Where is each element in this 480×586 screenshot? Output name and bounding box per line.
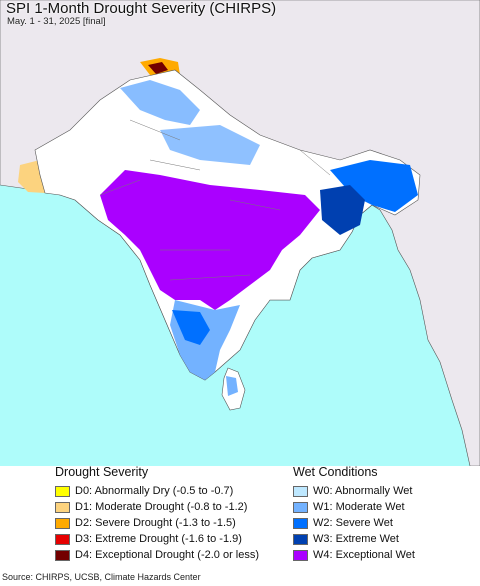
legend-swatch-w0 (293, 485, 308, 497)
source-credit: Source: CHIRPS, UCSB, Climate Hazards Ce… (2, 572, 201, 582)
legend-label-w0: W0: Abnormally Wet (313, 485, 413, 497)
legend-item-d3: D3: Extreme Drought (-1.6 to -1.9) (55, 532, 242, 546)
map-subtitle: May. 1 - 31, 2025 [final] (7, 16, 106, 27)
drought-legend-title: Drought Severity (55, 465, 149, 479)
wet-patch-northeast (330, 160, 418, 212)
legend-item-w4: W4: Exceptional Wet (293, 548, 415, 562)
wet-legend-title: Wet Conditions (293, 465, 378, 479)
legend-label-d4: D4: Exceptional Drought (-2.0 or less) (75, 549, 260, 561)
drought-map (0, 0, 480, 466)
legend-swatch-w2 (293, 517, 308, 529)
legend-label-d3: D3: Extreme Drought (-1.6 to -1.9) (75, 533, 242, 545)
borders (99, 119, 331, 281)
legend-label-w1: W1: Moderate Wet (313, 501, 405, 513)
legend-item-w2: W2: Severe Wet (293, 516, 393, 530)
legend-item-d2: D2: Severe Drought (-1.3 to -1.5) (55, 516, 236, 530)
dry-area-north-severe (148, 62, 168, 74)
legend-swatch-d4 (55, 549, 70, 561)
legend-swatch-d1 (55, 501, 70, 513)
legend-item-w0: W0: Abnormally Wet (293, 484, 412, 498)
legend-swatch-w1 (293, 501, 308, 513)
legend-label-d1: D1: Moderate Drought (-0.8 to -1.2) (75, 501, 248, 513)
wet-patch-northeast-dark (320, 185, 365, 235)
sri-lanka-wet (226, 376, 238, 396)
legend-label-w3: W3: Extreme Wet (313, 533, 399, 545)
map-title: SPI 1-Month Drought Severity (CHIRPS) (6, 0, 277, 17)
legend-item-d0: D0: Abnormally Dry (-0.5 to -0.7) (55, 484, 233, 498)
legend-label-w4: W4: Exceptional Wet (313, 549, 415, 561)
legend-label-w2: W2: Severe Wet (313, 517, 393, 529)
wet-patch-gangetic (160, 125, 260, 165)
wet-south-severe (172, 310, 210, 345)
legend-swatch-d3 (55, 533, 70, 545)
legend-item-d1: D1: Moderate Drought (-0.8 to -1.2) (55, 500, 247, 514)
legend-label-d0: D0: Abnormally Dry (-0.5 to -0.7) (75, 485, 234, 497)
legend-swatch-d2 (55, 517, 70, 529)
legend-swatch-w3 (293, 533, 308, 545)
exceptional-wet-central (100, 170, 320, 310)
legend-item-w3: W3: Extreme Wet (293, 532, 399, 546)
legend-swatch-w4 (293, 549, 308, 561)
wet-patch-kashmir (120, 80, 200, 125)
legend-item-d4: D4: Exceptional Drought (-2.0 or less) (55, 548, 259, 562)
legend-swatch-d0 (55, 485, 70, 497)
legend-item-w1: W1: Moderate Wet (293, 500, 405, 514)
legend-label-d2: D2: Severe Drought (-1.3 to -1.5) (75, 517, 236, 529)
